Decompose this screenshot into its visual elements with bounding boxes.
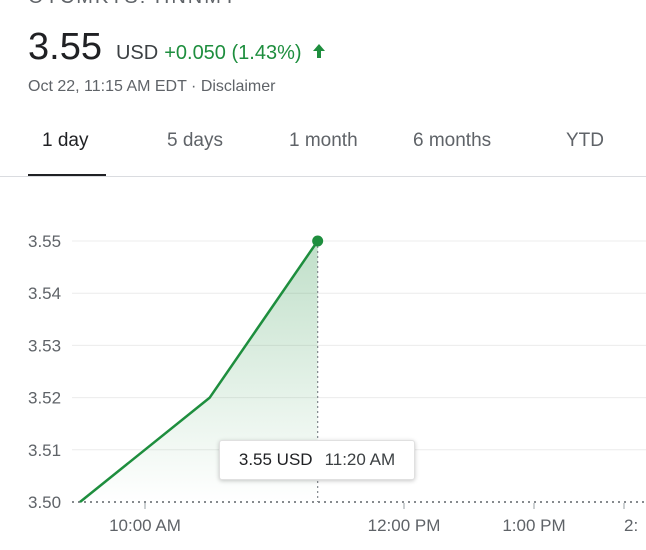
- price-line: [79, 240, 319, 503]
- current-price: 3.55: [28, 26, 102, 68]
- hover-point: [312, 235, 324, 247]
- y-tick-label: 3.50: [28, 493, 61, 512]
- ticker-symbol: OTCMKTS: HNNMY: [28, 0, 238, 9]
- timeframe-tabs: 1 day 5 days 1 month 6 months YTD: [0, 118, 646, 178]
- y-tick-label: 3.53: [28, 336, 61, 355]
- tab-6-months[interactable]: 6 months: [413, 130, 492, 151]
- active-tab-indicator: [28, 174, 106, 177]
- price-change: +0.050 (1.43%): [164, 42, 302, 64]
- tab-ytd[interactable]: YTD: [566, 130, 604, 151]
- tab-1-day[interactable]: 1 day: [42, 130, 89, 151]
- y-tick-label: 3.55: [28, 232, 61, 251]
- tab-1-month[interactable]: 1 month: [289, 130, 358, 151]
- y-tick-label: 3.52: [28, 389, 61, 408]
- price-summary: 3.55 USD +0.050 (1.43%): [28, 26, 328, 69]
- currency-label: USD: [115, 42, 159, 64]
- x-tick-label: 2:: [624, 516, 638, 535]
- x-tick-label: 12:00 PM: [368, 516, 441, 535]
- y-tick-label: 3.51: [28, 441, 61, 460]
- tooltip-time: 11:20 AM: [324, 450, 396, 469]
- arrow-up-icon: [312, 44, 325, 58]
- x-tick-label: 10:00 AM: [109, 516, 181, 535]
- x-tick-label: 1:00 PM: [502, 516, 565, 535]
- price-area: [80, 241, 318, 502]
- tab-5-days[interactable]: 5 days: [167, 130, 223, 151]
- chart-tooltip: 3.55 USD 11:20 AM: [219, 440, 415, 480]
- price-chart[interactable]: 3.55 3.54 3.53 3.52 3.51 3.50 10:00 AM 12:00 P…: [0, 190, 646, 550]
- tooltip-value: 3.55 USD: [238, 450, 313, 469]
- tabs-divider: [0, 176, 646, 177]
- timestamp-disclaimer[interactable]: Oct 22, 11:15 AM EDT · Disclaimer: [28, 78, 276, 95]
- y-tick-label: 3.54: [28, 284, 61, 303]
